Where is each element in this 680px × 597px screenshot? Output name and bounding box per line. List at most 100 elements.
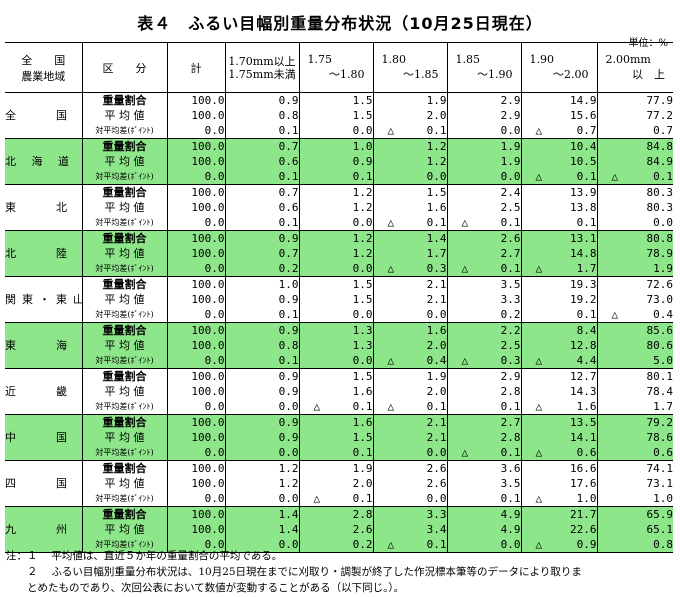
- table-cell: 3.6: [446, 460, 521, 476]
- table-cell: 14.8: [520, 246, 597, 261]
- row-label: 重量割合: [81, 230, 167, 246]
- table-cell: 0.6: [224, 154, 299, 169]
- cell-value: 0.3: [426, 262, 447, 275]
- table-cell: 74.1: [596, 460, 673, 476]
- table-cell: 13.8: [520, 200, 597, 215]
- header-row: 全 国 農業地域 区 分 計 1.70mm以上 1.75mm未満 1.75 ～1…: [5, 42, 673, 93]
- table-cell: 3.5: [446, 476, 521, 491]
- table-cell: △ 0.3: [372, 261, 447, 277]
- row-label: 重量割合: [81, 276, 167, 292]
- table-cell: 100.0: [166, 460, 225, 476]
- table-cell: △ 0.1: [298, 399, 373, 415]
- negative-triangle-icon: △: [313, 492, 321, 505]
- table-cell: △ 0.6: [520, 445, 597, 461]
- table-cell: 100.0: [166, 154, 225, 169]
- table-cell: 0.8: [224, 108, 299, 123]
- negative-triangle-icon: △: [387, 124, 395, 137]
- table-cell: 0.9: [224, 92, 299, 108]
- table-cell: 0.9: [224, 230, 299, 246]
- table-cell: 16.6: [520, 460, 597, 476]
- table-row: 対平均差(ﾎﾟｲﾝﾄ) 0.0 0.0 △ 0.1 △ 0.1 0.1 △ 1.6 1.7: [5, 399, 673, 415]
- table-cell: △ 0.1: [596, 169, 673, 185]
- table-cell: △ 0.1: [446, 261, 521, 277]
- region-name: 中 国: [5, 414, 82, 461]
- table-cell: 100.0: [166, 476, 225, 491]
- table-cell: 100.0: [166, 276, 225, 292]
- table-cell: 1.0: [224, 276, 299, 292]
- table-cell: 80.1: [596, 368, 673, 384]
- table-cell: 2.5: [446, 200, 521, 215]
- cell-value: 0.1: [352, 400, 373, 413]
- cell-value: 0.1: [576, 170, 597, 183]
- table-cell: 100.0: [166, 200, 225, 215]
- table-cell: 100.0: [166, 138, 225, 154]
- table-cell: 2.6: [298, 522, 373, 537]
- table-cell: 100.0: [166, 292, 225, 307]
- table-row: 対平均差(ﾎﾟｲﾝﾄ) 0.0 0.0 0.2 △ 0.1 0.0 △ 0.9 0.8: [5, 537, 673, 553]
- table-cell: 1.9: [596, 261, 673, 277]
- table-cell: 1.4: [224, 506, 299, 522]
- negative-triangle-icon: △: [461, 354, 469, 367]
- footnote-1: 注：１ 平均値は、直近５か年の重量割合の平均である。: [6, 550, 283, 562]
- negative-triangle-icon: △: [611, 308, 619, 321]
- table-row: 対平均差(ﾎﾟｲﾝﾄ) 0.0 0.0 △ 0.1 0.0 0.1 △ 1.0 1.0: [5, 491, 673, 507]
- region-name: 東 海: [5, 322, 82, 369]
- table-row: 平 均 値 100.0 0.6 0.9 1.2 1.9 10.5 84.9: [5, 154, 673, 169]
- table-cell: 2.7: [446, 246, 521, 261]
- table-cell: 0.1: [520, 307, 597, 323]
- table-cell: △ 0.4: [372, 353, 447, 369]
- table-cell: 12.7: [520, 368, 597, 384]
- table-cell: 14.3: [520, 384, 597, 399]
- table-cell: 0.0: [224, 399, 299, 415]
- table-cell: 0.1: [224, 353, 299, 369]
- row-label: 対平均差(ﾎﾟｲﾝﾄ): [81, 307, 167, 323]
- table-cell: 1.7: [372, 246, 447, 261]
- table-cell: 0.0: [166, 445, 225, 461]
- region-name: 北 海 道: [5, 138, 82, 185]
- row-label: 平 均 値: [81, 154, 167, 169]
- table-cell: 100.0: [166, 384, 225, 399]
- cell-value: 1.7: [576, 262, 597, 275]
- table-cell: 100.0: [166, 230, 225, 246]
- row-label: 重量割合: [81, 460, 167, 476]
- negative-triangle-icon: △: [535, 124, 543, 137]
- table-cell: △ 0.1: [372, 537, 447, 553]
- table-cell: 3.5: [446, 276, 521, 292]
- table-cell: 100.0: [166, 108, 225, 123]
- table-cell: 78.4: [596, 384, 673, 399]
- table-cell: 0.9: [224, 368, 299, 384]
- table-cell: 0.0: [298, 123, 373, 139]
- table-cell: 1.6: [372, 200, 447, 215]
- cell-value: 0.1: [426, 400, 447, 413]
- table-cell: 0.0: [166, 399, 225, 415]
- table-row: 対平均差(ﾎﾟｲﾝﾄ) 0.0 0.1 0.1 0.0 0.0 △ 0.1 △ 0.1: [5, 169, 673, 185]
- table-cell: 0.9: [298, 154, 373, 169]
- row-label: 重量割合: [81, 414, 167, 430]
- table-cell: 0.0: [446, 169, 521, 185]
- cell-value: 0.7: [576, 124, 597, 137]
- cell-value: 4.4: [576, 354, 597, 367]
- table-cell: 0.7: [224, 246, 299, 261]
- table-cell: 0.1: [224, 307, 299, 323]
- table-cell: 73.0: [596, 292, 673, 307]
- row-label: 対平均差(ﾎﾟｲﾝﾄ): [81, 123, 167, 139]
- cell-value: 0.4: [426, 354, 447, 367]
- table-row: 平 均 値 100.0 0.9 1.6 2.0 2.8 14.3 78.4: [5, 384, 673, 399]
- table-cell: 80.6: [596, 338, 673, 353]
- table-cell: 0.0: [166, 537, 225, 553]
- table-cell: 2.8: [446, 430, 521, 445]
- table-cell: △ 0.1: [446, 445, 521, 461]
- table-cell: 0.1: [446, 491, 521, 507]
- table-cell: 2.0: [372, 338, 447, 353]
- table-cell: 1.9: [446, 154, 521, 169]
- table-cell: 0.2: [298, 537, 373, 553]
- table-cell: 2.6: [372, 460, 447, 476]
- table-cell: 2.9: [446, 92, 521, 108]
- table-cell: 1.5: [298, 92, 373, 108]
- table-cell: 0.9: [224, 322, 299, 338]
- cell-value: 0.9: [576, 538, 597, 551]
- table-cell: 1.2: [224, 460, 299, 476]
- table-cell: 0.1: [224, 123, 299, 139]
- table-cell: △ 0.1: [298, 491, 373, 507]
- table-cell: 100.0: [166, 322, 225, 338]
